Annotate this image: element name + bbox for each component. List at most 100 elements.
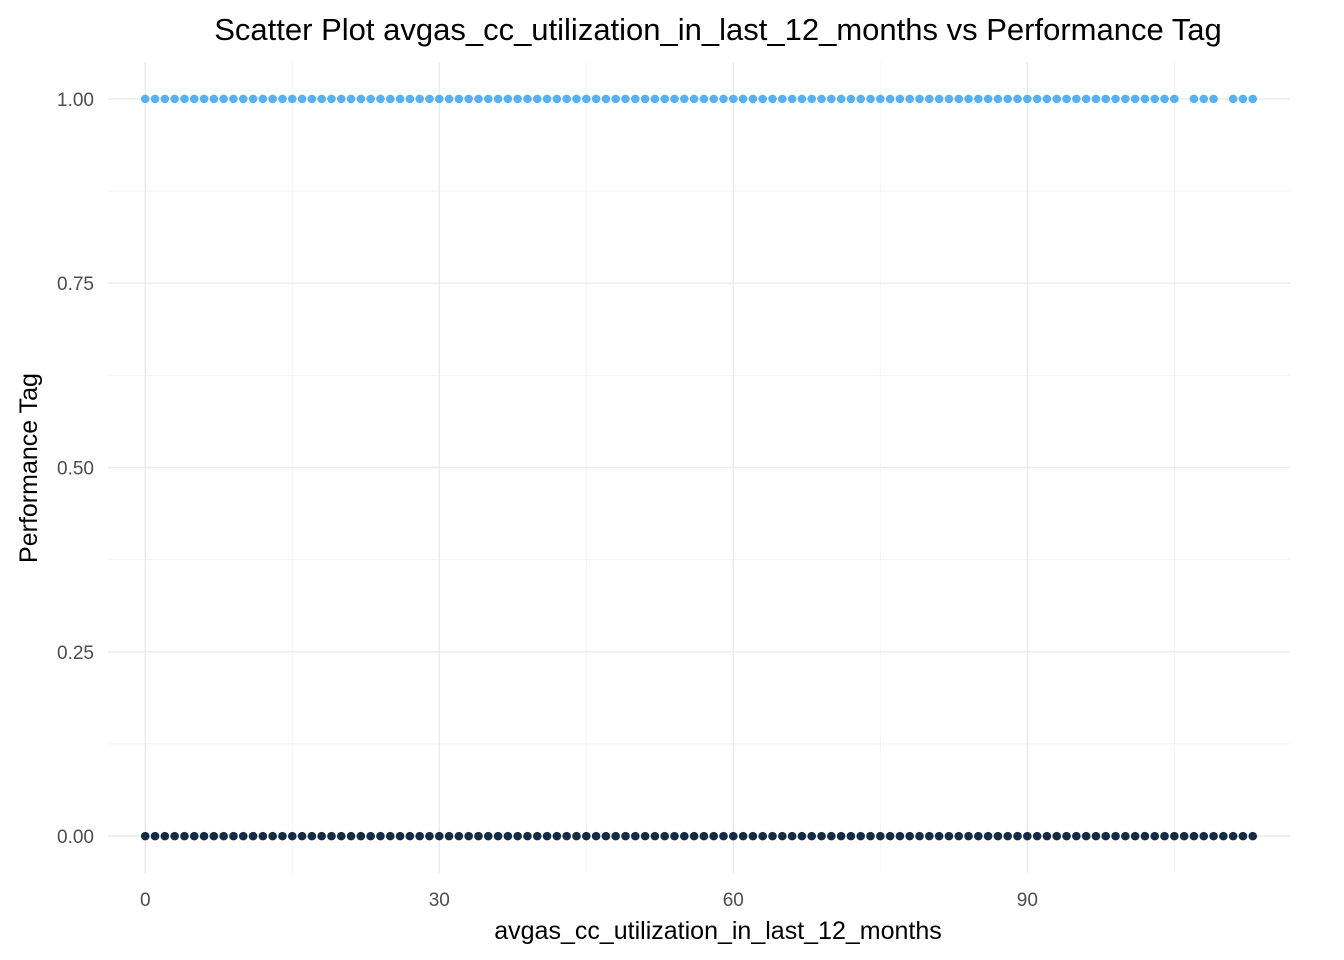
data-point xyxy=(974,831,983,841)
data-point xyxy=(150,831,160,841)
data-point xyxy=(934,831,944,841)
data-point xyxy=(876,831,885,841)
data-point xyxy=(601,94,611,104)
data-point xyxy=(258,94,268,104)
x-axis-label: avgas_cc_utilization_in_last_12_months xyxy=(494,917,942,945)
data-point xyxy=(1042,94,1052,104)
data-point xyxy=(934,94,944,104)
data-point xyxy=(1101,94,1111,104)
data-point xyxy=(356,831,366,841)
data-point xyxy=(866,94,875,104)
x-axis-ticks: 0 30 60 90 xyxy=(140,890,1038,911)
data-point xyxy=(748,94,758,104)
data-point xyxy=(689,831,699,841)
data-point xyxy=(925,831,934,841)
data-point xyxy=(552,94,562,104)
data-point xyxy=(611,94,620,104)
data-point xyxy=(836,831,846,841)
y-tick-label: 0.25 xyxy=(57,643,94,664)
data-point xyxy=(1199,94,1209,104)
data-point xyxy=(1170,94,1179,104)
data-point xyxy=(425,831,434,841)
data-point xyxy=(1140,831,1150,841)
data-point xyxy=(827,94,836,104)
data-point xyxy=(513,831,522,841)
data-point xyxy=(376,94,385,104)
data-point xyxy=(209,94,219,104)
data-point xyxy=(434,94,444,104)
data-point xyxy=(768,831,777,841)
data-point xyxy=(562,831,571,841)
data-point xyxy=(1160,94,1169,104)
data-point xyxy=(562,94,571,104)
data-point xyxy=(787,831,797,841)
y-tick-label: 0.75 xyxy=(57,274,94,295)
data-point xyxy=(346,94,356,104)
data-point xyxy=(1238,94,1248,104)
data-point xyxy=(1209,831,1218,841)
data-point xyxy=(1042,831,1052,841)
data-point xyxy=(268,94,277,104)
data-point xyxy=(856,831,866,841)
data-point xyxy=(1072,94,1081,104)
data-point xyxy=(1121,94,1130,104)
data-point xyxy=(983,94,993,104)
data-point xyxy=(650,94,660,104)
data-point xyxy=(1101,831,1111,841)
data-point xyxy=(1023,831,1032,841)
data-point xyxy=(895,94,905,104)
data-point xyxy=(1199,831,1209,841)
data-point xyxy=(523,831,532,841)
data-point xyxy=(581,831,591,841)
data-point xyxy=(993,831,1003,841)
data-point xyxy=(1032,94,1042,104)
data-point xyxy=(1248,94,1258,104)
data-point xyxy=(395,94,405,104)
data-point xyxy=(699,94,709,104)
data-point xyxy=(542,94,552,104)
data-point xyxy=(336,94,346,104)
data-point xyxy=(974,94,983,104)
data-point xyxy=(1111,831,1120,841)
data-point xyxy=(238,94,248,104)
data-point xyxy=(434,831,444,841)
data-point xyxy=(180,94,189,104)
data-point xyxy=(964,831,973,841)
data-point xyxy=(679,831,689,841)
data-point xyxy=(268,831,277,841)
data-point xyxy=(287,831,297,841)
data-point xyxy=(513,94,522,104)
data-point xyxy=(376,831,385,841)
data-point xyxy=(1170,831,1179,841)
data-point xyxy=(738,831,748,841)
data-point xyxy=(170,831,179,841)
data-point xyxy=(229,831,238,841)
data-point xyxy=(199,831,209,841)
data-point xyxy=(503,831,513,841)
data-point xyxy=(1091,831,1101,841)
data-point xyxy=(1081,831,1091,841)
data-point xyxy=(1150,831,1160,841)
data-point xyxy=(317,94,326,104)
data-point xyxy=(503,94,513,104)
data-point xyxy=(1062,831,1071,841)
data-point xyxy=(523,94,532,104)
data-point xyxy=(679,94,689,104)
data-point xyxy=(1023,94,1032,104)
data-point xyxy=(297,94,307,104)
data-point xyxy=(572,94,581,104)
data-point xyxy=(719,94,728,104)
data-point xyxy=(483,831,493,841)
data-point xyxy=(630,831,640,841)
data-point xyxy=(327,94,336,104)
data-point xyxy=(846,94,856,104)
data-point xyxy=(670,831,679,841)
data-point xyxy=(327,831,336,841)
data-point xyxy=(160,94,170,104)
data-point xyxy=(189,831,199,841)
data-point xyxy=(336,831,346,841)
x-tick-label: 90 xyxy=(1017,890,1038,911)
data-point xyxy=(425,94,434,104)
data-point xyxy=(1189,831,1199,841)
data-point xyxy=(630,94,640,104)
